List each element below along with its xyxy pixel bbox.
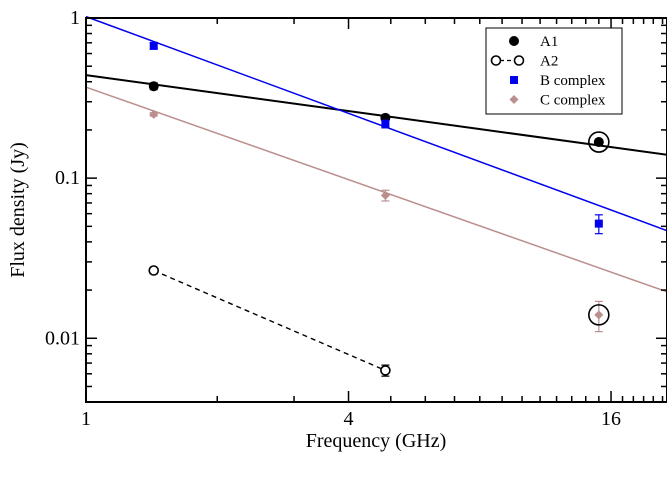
a2-point [380,365,391,376]
b-complex-point [381,119,390,128]
b-complex-fit-line [85,15,667,232]
legend: A1 A2 B complex C complex [485,27,623,115]
legend-box [485,27,623,115]
legend-marker [490,55,502,66]
b-complex-series [149,41,603,235]
axis-ticks [86,18,667,402]
highlight-ring [588,131,610,153]
y-axis-title: Flux density (Jy) [7,142,29,278]
c-complex-point [594,310,604,320]
x-tick-label: 4 [344,408,354,430]
y-tick-label: 0.1 [55,167,80,189]
legend-item-c-complex: C complex [509,93,606,109]
legend-marker [510,76,518,84]
a1-series [148,81,610,153]
legend-label: C complex [540,93,606,109]
legend-item-b-complex: B complex [510,73,606,89]
legend-label: A2 [540,54,558,70]
tick-labels: 1 4 16 0.01 0.1 1 [45,7,621,430]
a1-point [148,81,159,92]
legend-item-a2: A2 [490,54,558,70]
c-complex-point [380,190,390,200]
c-complex-series [149,109,610,333]
y-tick-label: 0.01 [45,327,80,349]
highlight-ring [588,304,610,326]
y-tick-label: 1 [70,7,80,29]
x-tick-label: 1 [81,408,91,430]
a1-point [593,137,604,148]
b-complex-point [149,41,158,50]
legend-label: B complex [540,73,606,89]
legend-label: A1 [540,34,558,50]
legend-items: A1 A2 B complex C complex [490,34,606,109]
data-marks [148,41,610,377]
c-complex-point [149,109,159,119]
x-tick-label: 16 [601,408,621,430]
a1-fit-line [85,74,667,156]
legend-item-a1: A1 [509,34,558,50]
a2-series [148,265,391,377]
plot-frame [85,17,667,403]
legend-marker [509,36,519,46]
c-complex-fit-line [85,86,667,293]
x-axis-title: Frequency (GHz) [306,430,447,452]
legend-marker [513,55,525,66]
a2-dashed-line [153,269,386,372]
legend-marker [509,95,519,104]
fit-lines [85,15,667,372]
a2-point [148,265,160,276]
b-complex-point [594,219,603,228]
